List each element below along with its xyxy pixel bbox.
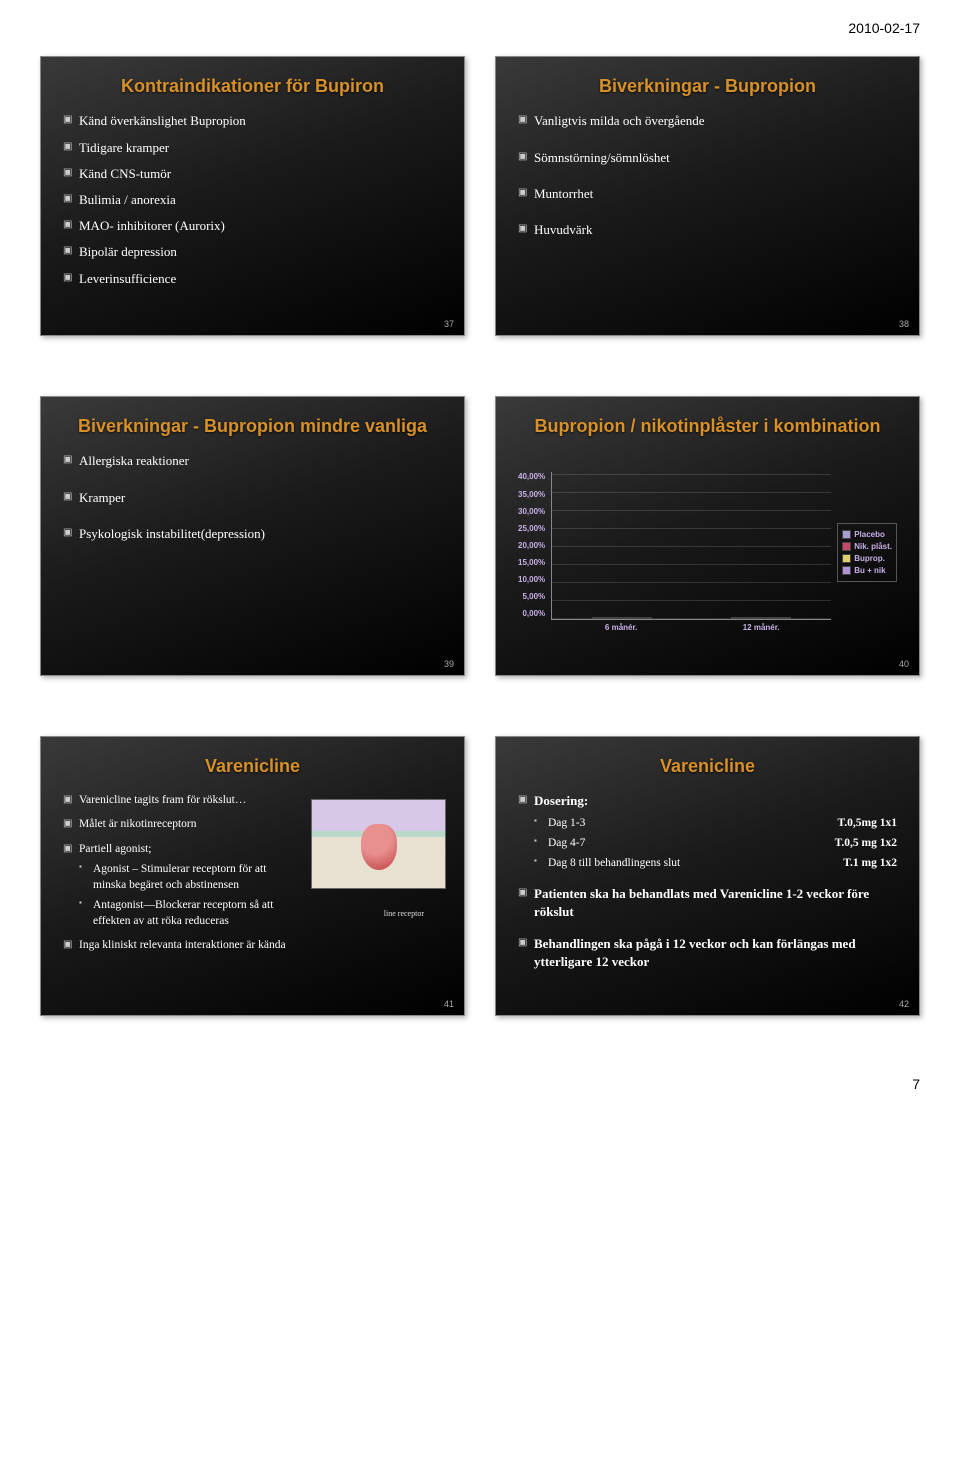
list-item: Varenicline tagits fram för rökslut… xyxy=(63,792,302,808)
list-item: Målet är nikotinreceptorn xyxy=(63,816,302,832)
page-date: 2010-02-17 xyxy=(40,20,920,36)
bar xyxy=(746,617,761,619)
slide-38: Biverkningar - Bupropion Vanligtvis mild… xyxy=(495,56,920,336)
list-item: Känd överkänslighet Bupropion xyxy=(63,112,442,130)
list-item: Leverinsufficience xyxy=(63,270,442,288)
dose-val: T.0,5 mg 1x2 xyxy=(835,835,897,851)
list-item: Muntorrhet xyxy=(518,185,897,203)
list-item: Behandlingen ska pågå i 12 veckor och ka… xyxy=(518,935,897,971)
bar xyxy=(592,617,607,619)
list-item: Agonist – Stimulerar receptorn för att m… xyxy=(79,861,302,893)
chart-x-axis: 6 månér.12 månér. xyxy=(551,620,831,632)
slide-number: 37 xyxy=(444,319,454,329)
list-item: Känd CNS-tumör xyxy=(63,165,442,183)
slide-title: Kontraindikationer för Bupiron xyxy=(63,75,442,98)
list-item: Inga kliniskt relevanta interaktioner är… xyxy=(63,937,302,953)
dose-val: T.0,5mg 1x1 xyxy=(837,815,897,831)
bullet-list: Vanligtvis milda och övergående Sömnstör… xyxy=(518,112,897,307)
slide-39: Biverkningar - Bupropion mindre vanliga … xyxy=(40,396,465,676)
dose-label: Dag 4-7 xyxy=(548,835,585,851)
sub-list: Agonist – Stimulerar receptorn för att m… xyxy=(79,861,302,929)
slide-row-3: Varenicline Varenicline tagits fram för … xyxy=(40,736,920,1016)
list-item: Psykologisk instabilitet(depression) xyxy=(63,525,442,543)
slide-number: 41 xyxy=(444,999,454,1009)
list-item: Antagonist—Blockerar receptorn så att ef… xyxy=(79,897,302,929)
chart-y-axis: 40,00%35,00%30,00%25,00%20,00%15,00%10,0… xyxy=(518,472,545,632)
slide-40: Bupropion / nikotinplåster i kombination… xyxy=(495,396,920,676)
list-item: MAO- inhibitorer (Aurorix) xyxy=(63,217,442,235)
chart-plot xyxy=(551,472,831,620)
slide-title: Bupropion / nikotinplåster i kombination xyxy=(518,415,897,438)
list-item: Sömnstörning/sömnlöshet xyxy=(518,149,897,167)
dose-row: Dag 8 till behandlingens slut T.1 mg 1x2 xyxy=(534,855,897,871)
slide-42: Varenicline Dosering: Dag 1-3 T.0,5mg 1x1… xyxy=(495,736,920,1016)
slide-row-1: Kontraindikationer för Bupiron Känd över… xyxy=(40,56,920,336)
dose-val: T.1 mg 1x2 xyxy=(843,855,897,871)
figure-caption: line receptor xyxy=(384,909,424,918)
list-item: Huvudvärk xyxy=(518,221,897,239)
dose-row: Dag 1-3 T.0,5mg 1x1 xyxy=(534,815,897,831)
dose-row: Dag 4-7 T.0,5 mg 1x2 xyxy=(534,835,897,851)
slide-row-2: Biverkningar - Bupropion mindre vanliga … xyxy=(40,396,920,676)
bullet-list: Allergiska reaktioner Kramper Psykologis… xyxy=(63,452,442,647)
bullet-list: Dosering: Dag 1-3 T.0,5mg 1x1 Dag 4-7 T.0,… xyxy=(518,792,897,987)
bar xyxy=(761,617,776,619)
list-item-label: Partiell agonist; xyxy=(79,843,152,855)
list-item: Dosering: Dag 1-3 T.0,5mg 1x1 Dag 4-7 T.0,… xyxy=(518,792,897,870)
list-item: Partiell agonist; Agonist – Stimulerar r… xyxy=(63,841,302,929)
list-item: Patienten ska ha behandlats med Varenicl… xyxy=(518,885,897,921)
bar xyxy=(607,617,622,619)
bar xyxy=(622,617,637,619)
bar xyxy=(731,617,746,619)
bullet-list: Känd överkänslighet Bupropion Tidigare k… xyxy=(63,112,442,307)
note-text: Patienten ska ha behandlats med Varenicl… xyxy=(534,886,869,919)
list-item: Vanligtvis milda och övergående xyxy=(518,112,897,130)
slide-title: Varenicline xyxy=(63,755,442,778)
slide-title: Biverkningar - Bupropion mindre vanliga xyxy=(63,415,442,438)
dosering-heading: Dosering: xyxy=(534,793,588,808)
dose-label: Dag 1-3 xyxy=(548,815,585,831)
slide-title: Biverkningar - Bupropion xyxy=(518,75,897,98)
combination-chart: 40,00%35,00%30,00%25,00%20,00%15,00%10,0… xyxy=(518,472,897,632)
note-text: Behandlingen ska pågå i 12 veckor och ka… xyxy=(534,936,856,969)
list-item: Bipolär depression xyxy=(63,243,442,261)
slide-37: Kontraindikationer för Bupiron Känd över… xyxy=(40,56,465,336)
receptor-diagram xyxy=(311,799,446,889)
slide-number: 38 xyxy=(899,319,909,329)
slide-number: 39 xyxy=(444,659,454,669)
bar xyxy=(776,617,791,619)
list-item: Allergiska reaktioner xyxy=(63,452,442,470)
slide-number: 42 xyxy=(899,999,909,1009)
list-item: Kramper xyxy=(63,489,442,507)
list-item: Bulimia / anorexia xyxy=(63,191,442,209)
slide-number: 40 xyxy=(899,659,909,669)
page-number: 7 xyxy=(40,1076,920,1092)
bar xyxy=(637,617,652,619)
chart-legend: PlaceboNik. plåst.Buprop.Bu + nik xyxy=(837,523,897,582)
slide-title: Varenicline xyxy=(518,755,897,778)
slide-41: Varenicline Varenicline tagits fram för … xyxy=(40,736,465,1016)
dose-label: Dag 8 till behandlingens slut xyxy=(548,855,680,871)
dose-list: Dag 1-3 T.0,5mg 1x1 Dag 4-7 T.0,5 mg 1x2 D… xyxy=(534,815,897,871)
list-item: Tidigare kramper xyxy=(63,139,442,157)
